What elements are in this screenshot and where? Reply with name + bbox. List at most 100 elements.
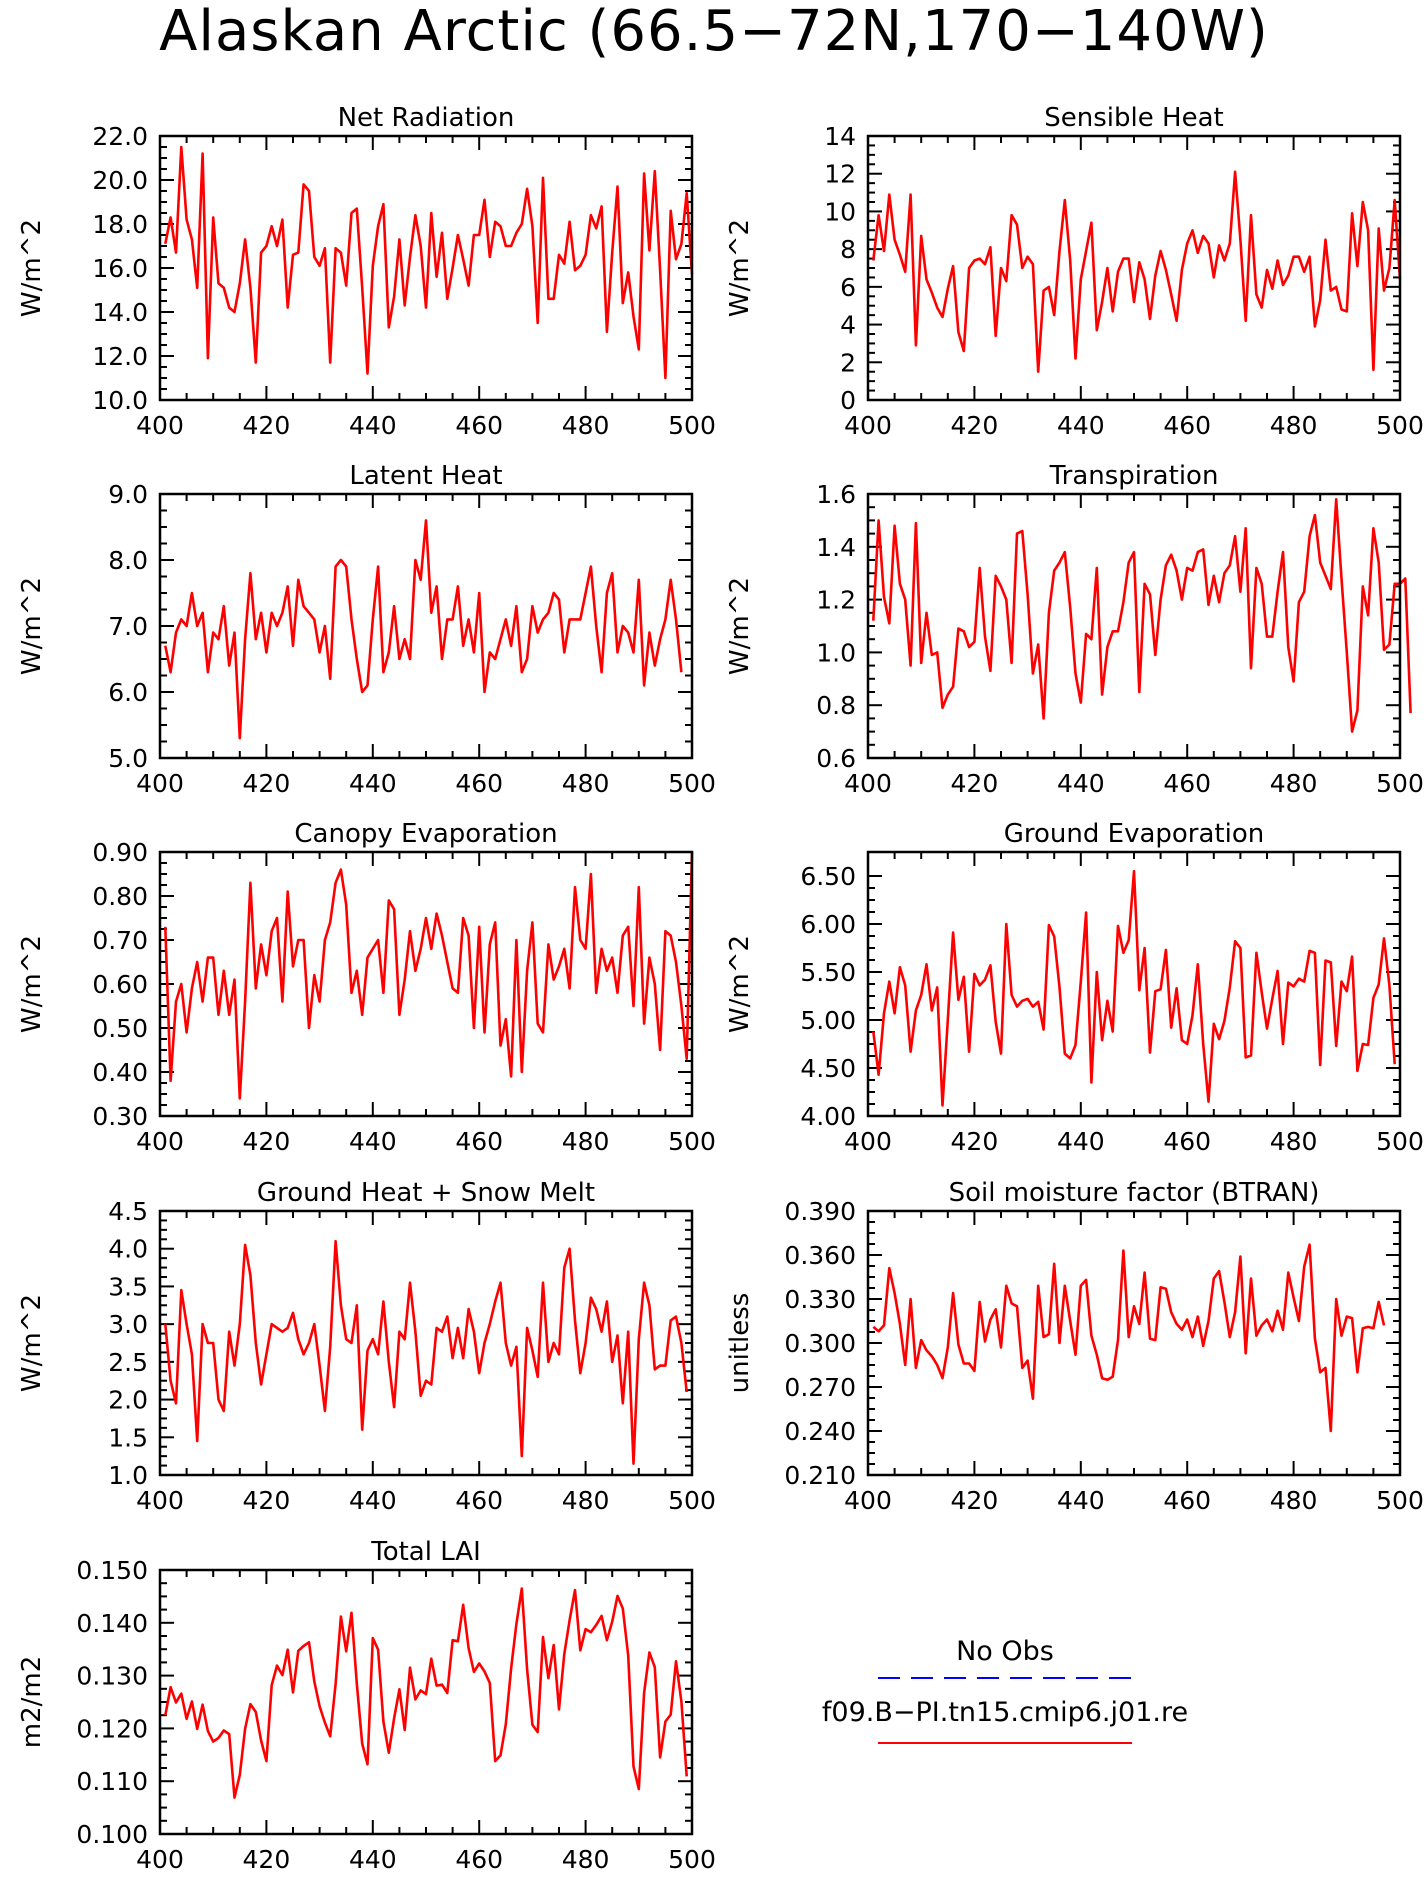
- panel-title-transpiration: Transpiration: [1049, 461, 1219, 491]
- x-tick-label: 420: [243, 1845, 291, 1874]
- y-tick-label: 7.0: [108, 612, 148, 641]
- x-tick-label: 400: [136, 411, 184, 440]
- y-tick-label: 6: [840, 273, 856, 302]
- legend: No Obs f09.B−PI.tn15.cmip6.j01.re: [822, 1636, 1188, 1744]
- x-tick-label: 500: [668, 411, 716, 440]
- y-tick-label: 0.40: [92, 1058, 148, 1087]
- x-tick-label: 500: [1376, 411, 1424, 440]
- y-tick-label: 6.50: [800, 862, 856, 891]
- x-tick-label: 420: [951, 1127, 999, 1156]
- y-tick-label: 4.00: [800, 1102, 856, 1131]
- x-tick-label: 500: [668, 1486, 716, 1515]
- panel-net-radiation: Net Radiation W/m^2 400 420 440 460 480 500 10.0…: [17, 103, 716, 440]
- x-tick-label: 420: [951, 1486, 999, 1515]
- y-axis-label-net-radiation: W/m^2: [17, 219, 47, 317]
- x-tick-label: 400: [136, 1486, 184, 1515]
- legend-label-model: f09.B−PI.tn15.cmip6.j01.re: [822, 1697, 1188, 1728]
- x-tick-label: 480: [562, 411, 610, 440]
- panel-title-soil-moisture-factor: Soil moisture factor (BTRAN): [949, 1178, 1320, 1208]
- x-tick-label: 400: [844, 1486, 892, 1515]
- x-tick-label: 440: [349, 411, 397, 440]
- y-axis-label-latent-heat: W/m^2: [17, 577, 47, 675]
- y-tick-label: 1.2: [816, 586, 856, 615]
- y-tick-label: 14: [824, 122, 856, 151]
- legend-label-obs: No Obs: [956, 1636, 1054, 1667]
- plot-frame-ground-heat-snow-melt: [158, 1209, 694, 1477]
- x-tick-label: 420: [243, 411, 291, 440]
- series-line-total-lai: [164, 1587, 688, 1799]
- y-tick-label: 8: [840, 235, 856, 264]
- x-tick-label: 420: [243, 1127, 291, 1156]
- plot-frame-sensible-heat: [866, 134, 1402, 402]
- y-tick-label: 0.120: [76, 1714, 148, 1743]
- x-tick-label: 460: [1163, 411, 1211, 440]
- x-tick-label: 500: [1376, 1127, 1424, 1156]
- x-tick-label: 440: [349, 1845, 397, 1874]
- series-line-ground-heat-snow-melt: [164, 1239, 688, 1465]
- panel-title-canopy-evaporation: Canopy Evaporation: [294, 819, 557, 849]
- y-tick-label: 0.110: [76, 1767, 148, 1796]
- y-tick-label: 9.0: [108, 480, 148, 509]
- panel-title-ground-evaporation: Ground Evaporation: [1004, 819, 1264, 849]
- y-tick-label: 4: [840, 311, 856, 340]
- y-tick-label: 5.00: [800, 1006, 856, 1035]
- x-tick-label: 460: [1163, 1127, 1211, 1156]
- panel-transpiration: Transpiration W/m^2 400 420 440 460 480 500 0.6 0…: [725, 461, 1424, 798]
- y-tick-label: 0.210: [784, 1461, 856, 1490]
- y-tick-label: 3.0: [108, 1310, 148, 1339]
- y-tick-label: 8.0: [108, 546, 148, 575]
- y-tick-label: 6.00: [800, 910, 856, 939]
- panel-total-lai: Total LAI m2/m2 400 420 440 460 480 500 0.100 0.1…: [17, 1537, 716, 1874]
- y-tick-label: 2: [840, 348, 856, 377]
- panel-title-total-lai: Total LAI: [370, 1537, 481, 1567]
- y-tick-label: 0.330: [784, 1285, 856, 1314]
- x-tick-label: 460: [455, 769, 503, 798]
- plot-frame-soil-moisture-factor: [866, 1209, 1402, 1477]
- y-tick-label: 14.0: [92, 298, 148, 327]
- ticks-sensible-heat: [867, 135, 1401, 401]
- plot-frame-ground-evaporation: [866, 850, 1402, 1118]
- series-line-net-radiation: [164, 145, 694, 380]
- y-tick-label: 0.60: [92, 970, 148, 999]
- x-tick-label: 480: [1270, 1486, 1318, 1515]
- y-tick-label: 5.0: [108, 744, 148, 773]
- y-axis-label-total-lai: m2/m2: [17, 1656, 47, 1749]
- y-axis-label-ground-heat-snow-melt: W/m^2: [17, 1294, 47, 1392]
- x-tick-label: 460: [455, 1845, 503, 1874]
- plot-frame-net-radiation: [158, 134, 694, 402]
- x-tick-label: 420: [243, 1486, 291, 1515]
- x-tick-label: 500: [668, 1845, 716, 1874]
- panel-ground-heat-snow-melt: Ground Heat + Snow Melt W/m^2 400 420 440 460…: [17, 1178, 716, 1515]
- y-axis-label-ground-evaporation: W/m^2: [725, 935, 755, 1033]
- y-tick-label: 0.6: [816, 744, 856, 773]
- y-tick-label: 10: [824, 197, 856, 226]
- y-tick-label: 20.0: [92, 166, 148, 195]
- y-tick-label: 3.5: [108, 1272, 148, 1301]
- figure-title: Alaskan Arctic (66.5−72N,170−140W): [159, 0, 1269, 64]
- x-tick-label: 480: [562, 1845, 610, 1874]
- ticks-total-lai: [159, 1569, 693, 1835]
- x-tick-label: 460: [455, 411, 503, 440]
- y-tick-label: 0.360: [784, 1241, 856, 1270]
- ticks-ground-heat-snow-melt: [159, 1210, 693, 1476]
- y-tick-label: 22.0: [92, 122, 148, 151]
- panel-title-net-radiation: Net Radiation: [338, 103, 515, 133]
- x-tick-label: 400: [136, 1845, 184, 1874]
- y-tick-label: 1.0: [108, 1461, 148, 1490]
- plot-frame-latent-heat: [158, 492, 694, 760]
- x-tick-label: 460: [455, 1127, 503, 1156]
- x-tick-label: 440: [1057, 1127, 1105, 1156]
- y-tick-label: 4.0: [108, 1235, 148, 1264]
- x-tick-label: 480: [1270, 411, 1318, 440]
- y-tick-label: 0.50: [92, 1014, 148, 1043]
- x-tick-label: 480: [1270, 1127, 1318, 1156]
- y-tick-label: 0.80: [92, 882, 148, 911]
- x-tick-label: 460: [455, 1486, 503, 1515]
- x-tick-label: 420: [243, 769, 291, 798]
- series-line-ground-evaporation: [872, 869, 1396, 1107]
- y-axis-label-canopy-evaporation: W/m^2: [17, 935, 47, 1033]
- y-axis-label-transpiration: W/m^2: [725, 577, 755, 675]
- y-tick-label: 0: [840, 386, 856, 415]
- y-tick-label: 10.0: [92, 386, 148, 415]
- y-tick-label: 0.150: [76, 1556, 148, 1585]
